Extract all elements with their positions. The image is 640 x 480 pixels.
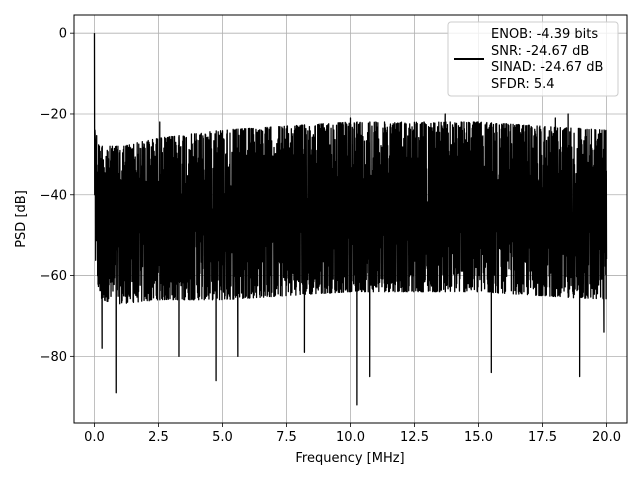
ticks: 0.0 2.5 5.0 7.5 10.0 12.5 15.0 17.5 20.0 0 −20 −40 −… [40, 27, 621, 445]
legend-entry-enob: ENOB: -4.39 bits [491, 27, 598, 42]
x-tick-label: 17.5 [528, 430, 557, 445]
x-tick-label: 15.0 [464, 430, 493, 445]
legend-entry-sinad: SINAD: -24.67 dB [491, 60, 603, 75]
legend-entry-snr: SNR: -24.67 dB [491, 44, 589, 59]
x-tick-label: 10.0 [336, 430, 365, 445]
y-axis-label: PSD [dB] [14, 190, 29, 248]
y-tick-label: 0 [59, 27, 67, 42]
x-tick-label: 2.5 [148, 430, 169, 445]
psd-series [93, 33, 608, 406]
x-tick-label: 12.5 [400, 430, 429, 445]
x-axis-label: Frequency [MHz] [295, 451, 404, 466]
x-tick-label: 0.0 [84, 430, 105, 445]
y-tick-label: −40 [40, 188, 67, 203]
psd-trace [93, 33, 608, 406]
x-tick-label: 5.0 [212, 430, 233, 445]
y-tick-label: −80 [40, 350, 67, 365]
x-tick-label: 7.5 [276, 430, 297, 445]
y-tick-label: −20 [40, 107, 67, 122]
legend-entry-sfdr: SFDR: 5.4 [491, 77, 555, 92]
legend: ENOB: -4.39 bits SNR: -24.67 dB SINAD: -… [447, 21, 619, 97]
legend-box [447, 21, 619, 97]
y-tick-label: −60 [40, 269, 67, 284]
x-tick-label: 20.0 [592, 430, 621, 445]
